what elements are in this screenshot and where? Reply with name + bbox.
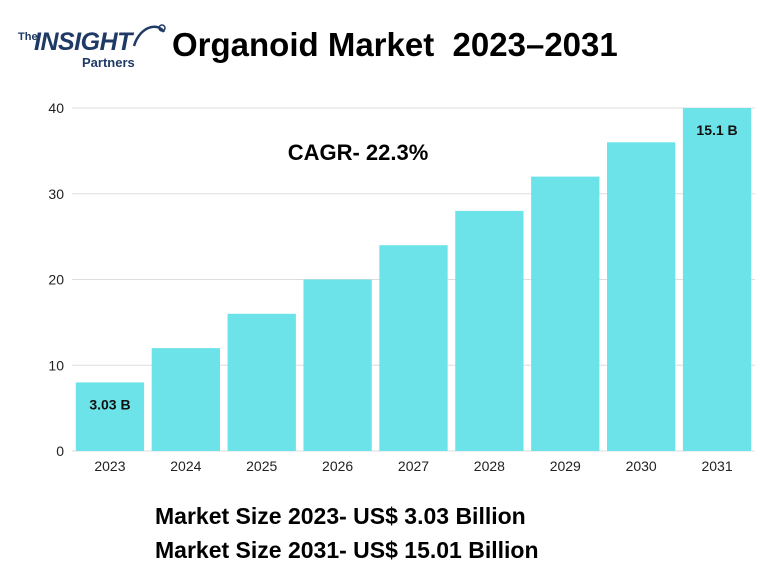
page-title: Organoid Market 2023–2031 [172,26,618,63]
bar [682,108,752,451]
company-logo: The INSIGHT Partners [18,22,166,72]
x-tick-label: 2025 [246,458,277,474]
data-label: 15.1 B [696,122,737,138]
x-tick-label: 2030 [626,458,657,474]
bar [227,313,296,451]
y-tick-label: 40 [48,100,64,116]
market-size-2031: Market Size 2031- US$ 15.01 Billion [155,537,539,563]
y-tick-label: 10 [48,357,64,373]
bar [607,142,676,452]
data-label: 3.03 B [89,396,130,412]
logo-swoosh-icon [132,24,166,47]
x-tick-label: 2026 [322,458,353,474]
x-tick-label: 2027 [398,458,429,474]
logo-insight-text: INSIGHT [34,28,132,56]
y-tick-label: 0 [56,443,64,459]
x-tick-label: 2023 [94,458,125,474]
bar [303,279,372,451]
bar [531,176,600,451]
bar [151,348,220,451]
x-tick-label: 2029 [550,458,581,474]
y-tick-label: 20 [48,272,64,288]
bar [379,245,448,451]
logo-the-text: The [18,31,38,43]
bar [455,210,524,451]
x-tick-label: 2031 [701,458,732,474]
logo-partners-text: Partners [82,55,135,70]
x-tick-label: 2024 [170,458,201,474]
cagr-annotation: CAGR- 22.3% [288,140,429,165]
market-size-2023: Market Size 2023- US$ 3.03 Billion [155,503,526,529]
y-tick-label: 30 [48,186,64,202]
x-tick-label: 2028 [474,458,505,474]
bar [75,382,145,451]
